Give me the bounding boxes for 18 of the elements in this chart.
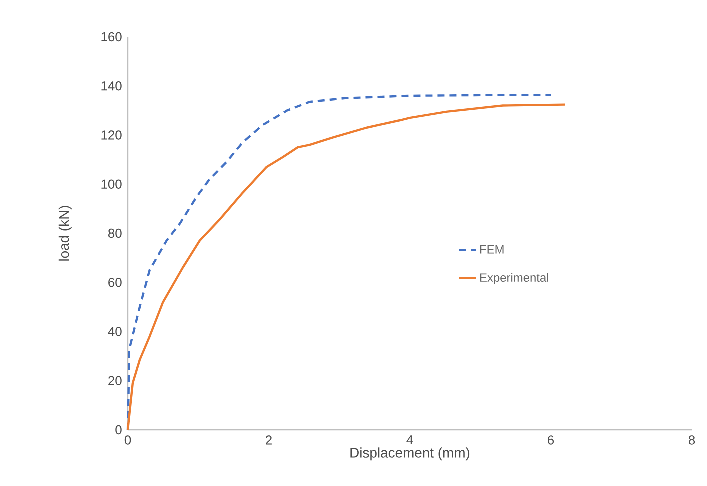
y-tick-label: 140 [102, 82, 122, 91]
y-tick-label: 0 [116, 425, 122, 435]
x-tick-label: 6 [548, 436, 554, 445]
x-tick-label: 4 [406, 436, 414, 445]
y-tick-label: 80 [108, 228, 122, 238]
x-tick-label: 2 [266, 436, 272, 445]
x-tick-label: 0 [124, 436, 132, 445]
x-axis-title: Displacement (mm) [350, 448, 470, 461]
legend-label: FEM [480, 246, 504, 254]
y-tick-label: 120 [102, 130, 122, 140]
y-axis-title: load (kN) [58, 206, 72, 261]
legend-label: Experimental [480, 273, 548, 284]
y-tick-label: 60 [108, 278, 122, 288]
y-tick-label: 20 [108, 376, 122, 386]
y-tick-label: 160 [102, 32, 122, 42]
x-tick-label: 8 [688, 436, 696, 445]
y-tick-label: 100 [102, 180, 122, 189]
y-tick-label: 40 [108, 327, 122, 336]
